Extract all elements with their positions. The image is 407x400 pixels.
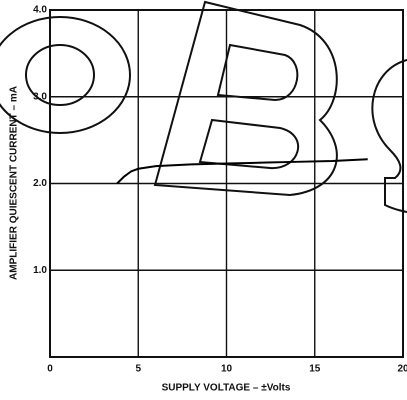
x-tick-label: 15: [309, 364, 321, 375]
y-tick-label: 3.0: [33, 91, 47, 102]
y-axis-label: AMPLIFIER QUIESCENT CURRENT – mA: [9, 86, 20, 280]
page: SUPPLY VOLTAGE – ±Volts AMPLIFIER QUIESC…: [0, 0, 407, 400]
x-tick-label: 0: [47, 364, 53, 375]
x-tick-label: 10: [221, 364, 233, 375]
watermark: [0, 2, 407, 212]
x-tick-label: 5: [135, 364, 141, 375]
y-tick-label: 2.0: [33, 178, 47, 189]
data-line: [117, 159, 368, 183]
watermark-s: [372, 60, 407, 212]
watermark-b: [155, 2, 337, 195]
x-axis-label: SUPPLY VOLTAGE – ±Volts: [162, 383, 291, 394]
chart: SUPPLY VOLTAGE – ±Volts AMPLIFIER QUIESC…: [0, 0, 407, 400]
y-tick-label: 4.0: [33, 5, 47, 16]
y-tick-label: 1.0: [33, 265, 47, 276]
x-tick-label: 20: [397, 364, 407, 375]
